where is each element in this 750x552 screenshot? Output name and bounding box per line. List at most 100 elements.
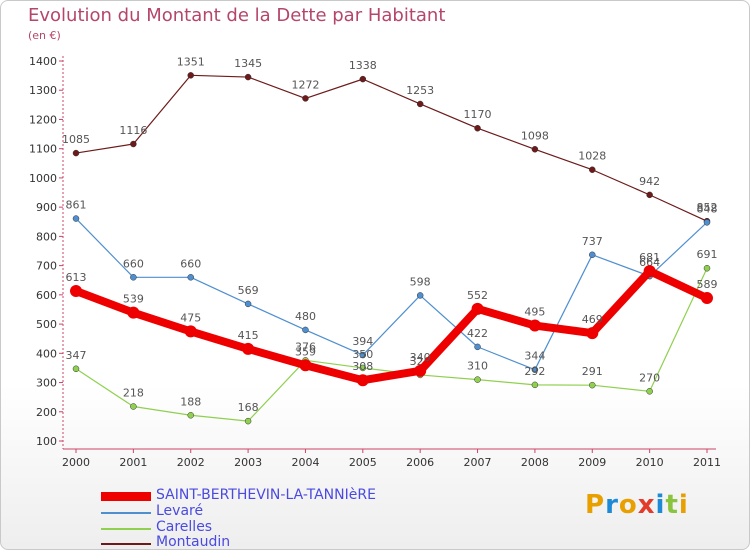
data-point (244, 73, 252, 81)
legend-label: Levaré (156, 503, 204, 519)
y-tick-label: 800 (36, 230, 57, 243)
data-point (72, 365, 80, 373)
data-point (646, 388, 653, 395)
data-point (703, 219, 711, 226)
data-label: 415 (238, 329, 259, 342)
data-label: 310 (467, 360, 488, 373)
data-label: 613 (66, 271, 87, 284)
x-tick-label: 2007 (464, 456, 492, 469)
data-label: 340 (410, 351, 431, 364)
data-label: 291 (582, 365, 603, 378)
y-tick-label: 600 (36, 289, 57, 302)
legend-label: Carelles (156, 519, 213, 535)
data-label: 347 (66, 349, 87, 362)
y-tick-label: 1100 (29, 143, 57, 156)
data-point (359, 75, 367, 83)
data-label: 394 (352, 335, 373, 348)
data-point (589, 381, 596, 389)
legend-label: Montaudin (156, 534, 231, 550)
series-line (75, 218, 708, 371)
y-tick-label: 300 (36, 377, 57, 390)
data-point (701, 292, 713, 305)
data-point (244, 417, 252, 425)
y-tick-label: 500 (36, 318, 57, 331)
data-point (187, 274, 194, 281)
data-label: 598 (410, 275, 431, 288)
data-label: 861 (66, 199, 87, 212)
x-tick-label: 2006 (406, 456, 434, 469)
x-tick-label: 2001 (119, 456, 147, 469)
data-point (474, 343, 481, 351)
chart-title: Evolution du Montant de la Dette par Hab… (28, 5, 446, 26)
data-label: 292 (524, 365, 545, 378)
data-point (646, 191, 653, 199)
data-point (130, 274, 137, 281)
y-tick-label: 700 (36, 260, 57, 273)
data-label: 660 (123, 257, 144, 270)
series-line (75, 74, 708, 222)
data-label: 376 (295, 340, 316, 353)
data-label: 359 (295, 345, 316, 358)
data-point (643, 265, 656, 278)
data-label: 350 (352, 348, 373, 361)
data-point (299, 359, 312, 372)
data-label: 1116 (119, 124, 147, 137)
logo-letter: r (605, 490, 619, 520)
y-tick-label: 900 (36, 201, 57, 214)
logo-letter: i (655, 490, 666, 520)
x-tick-label: 2004 (291, 456, 319, 469)
data-label: 589 (697, 278, 718, 291)
data-label: 270 (639, 371, 660, 384)
data-point (244, 300, 252, 308)
data-point (474, 124, 481, 132)
series-line (75, 267, 708, 422)
logo-letter: x (637, 490, 656, 520)
data-point (474, 376, 481, 383)
data-label: 552 (467, 289, 488, 302)
data-label: 469 (582, 313, 603, 326)
data-point (703, 264, 711, 272)
legend-label: SAINT-BERTHEVIN-LA-TANNIèRE (156, 487, 376, 503)
data-point (586, 327, 599, 340)
y-tick-label: 1000 (29, 172, 57, 185)
data-label: 168 (238, 401, 259, 414)
data-point (242, 342, 255, 355)
proxiti-logo: Proxiti (585, 490, 689, 520)
data-label: 942 (639, 175, 660, 188)
data-point (70, 285, 82, 298)
x-tick-label: 2003 (234, 456, 262, 469)
legend-swatch (101, 492, 151, 501)
data-label: 480 (295, 310, 316, 323)
data-point (302, 95, 309, 102)
x-tick-label: 2010 (636, 456, 664, 469)
y-tick-label: 1300 (29, 84, 57, 97)
data-label: 344 (524, 350, 545, 363)
data-label: 681 (639, 251, 660, 264)
data-label: 1028 (578, 150, 606, 163)
data-point (531, 381, 539, 389)
data-point (531, 366, 539, 373)
data-point (416, 292, 424, 299)
data-label: 1170 (464, 108, 492, 121)
series-line (74, 267, 709, 385)
data-point (130, 403, 137, 410)
data-label: 188 (180, 395, 201, 408)
data-label: 664 (639, 256, 660, 269)
data-label: 848 (697, 202, 718, 215)
data-label: 1272 (291, 78, 319, 91)
data-label: 691 (697, 248, 718, 261)
data-label: 1253 (406, 84, 434, 97)
y-tick-label: 400 (36, 347, 57, 360)
data-point (359, 364, 367, 372)
logo-letter: o (618, 490, 638, 520)
data-point (127, 306, 140, 319)
data-point (528, 319, 541, 332)
data-point (471, 302, 484, 315)
data-label: 495 (524, 306, 545, 319)
data-label: 308 (352, 360, 373, 373)
data-point (72, 149, 80, 157)
data-point (187, 412, 194, 419)
logo-letter: P (585, 490, 606, 520)
data-point (187, 72, 194, 79)
